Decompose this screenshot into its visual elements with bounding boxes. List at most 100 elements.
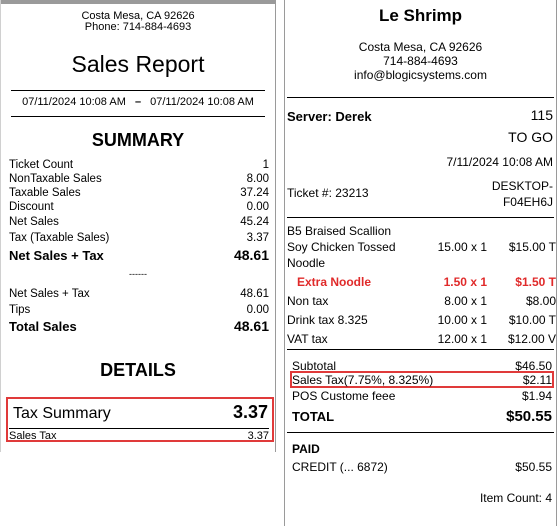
divider [11, 116, 265, 117]
item-qty: 8.00 x 1 [444, 294, 487, 308]
total-row: TOTAL $50.55 [292, 408, 552, 425]
order-type: TO GO [508, 129, 553, 145]
report-address: Costa Mesa, CA 92626 [81, 10, 195, 22]
row-value: 3.37 [246, 232, 269, 244]
item-name: B5 Braised Scallion [287, 224, 392, 238]
terminal-name: DESKTOP- F04EH6J [492, 178, 553, 210]
panel-top-border [1, 0, 275, 4]
sales-tax-row: Sales Tax 3.37 [9, 428, 269, 442]
report-title: Sales Report [71, 51, 205, 77]
row-label: CREDIT (... 6872) [292, 460, 388, 474]
divider [11, 90, 265, 91]
receipt-address: Costa Mesa, CA 92626 [358, 40, 483, 54]
date-separator: – [134, 96, 142, 108]
tax-summary-value: 3.37 [232, 402, 268, 422]
item-name: Non tax [287, 294, 329, 308]
sales-tax-label: Sales Tax [9, 430, 57, 442]
sales-report-panel: Costa Mesa, CA 92626 Phone: 714-884-4693… [0, 0, 276, 452]
tips-row: Tips 0.00 [9, 304, 269, 317]
report-phone: Phone: 714-884-4693 [84, 21, 192, 33]
ticket-id: Ticket #: 23213 [287, 186, 369, 200]
item-amount: $10.00 T [508, 313, 556, 327]
row-label: Tax (Taxable Sales) [9, 232, 110, 244]
item-name: VAT tax [287, 332, 328, 346]
row-label: TOTAL [292, 409, 335, 424]
date-from: 07/11/2024 10:08 AM [22, 96, 126, 108]
item-name: Extra Noodle [297, 275, 372, 289]
row-value: $2.11 [522, 373, 552, 387]
dash-separator: ------ [129, 269, 147, 279]
row-label: NonTaxable Sales [9, 173, 102, 185]
row-value: 48.61 [240, 288, 269, 300]
total-sales-row: Total Sales 48.61 [9, 318, 269, 334]
sales-tax-highlight [290, 371, 554, 388]
item-name: Soy Chicken Tossed [287, 240, 396, 254]
item-amount: $15.00 T [508, 240, 556, 254]
item-name: Drink tax 8.325 [287, 313, 368, 327]
row-label: Ticket Count [9, 159, 74, 171]
row-label: Net Sales + Tax [9, 248, 104, 263]
paid-label: PAID [292, 442, 320, 456]
row-value: $50.55 [515, 460, 552, 474]
item-name: Noodle [287, 256, 326, 270]
row-value: 0.00 [246, 201, 269, 213]
receipt-email: info@blogicsystems.com [354, 68, 487, 82]
terminal-line: F04EH6J [502, 195, 553, 209]
row-label: Sales Tax(7.75%, 8.325%) [292, 373, 434, 387]
item-qty: 15.00 x 1 [437, 240, 487, 254]
row-label: Taxable Sales [9, 187, 81, 199]
tax-summary-row: Tax Summary 3.37 [13, 402, 268, 423]
row-value: $1.94 [521, 389, 552, 403]
ticket-number: 115 [530, 107, 553, 123]
row-label: Discount [9, 201, 54, 213]
item-qty: 1.50 x 1 [443, 275, 487, 289]
divider [287, 217, 554, 218]
item-qty: 10.00 x 1 [437, 313, 487, 327]
summary-row: Ticket Count 1 [9, 159, 269, 172]
row-value: 48.61 [233, 318, 269, 334]
terminal-line: DESKTOP- [491, 179, 553, 193]
item-amount: $12.00 V [507, 332, 556, 346]
row-value: $46.50 [515, 359, 552, 373]
net-sales-tax-row: Net Sales + Tax 48.61 [9, 247, 269, 263]
summary-row: NonTaxable Sales 8.00 [9, 173, 269, 186]
item-amount: $1.50 T [515, 275, 556, 289]
summary-row: Taxable Sales 37.24 [9, 187, 269, 200]
details-title: DETAILS [100, 360, 176, 380]
subtotal-row: Subtotal $46.50 [292, 359, 552, 373]
row-label: Tips [9, 304, 31, 316]
net-sales-tax-row-2: Net Sales + Tax 48.61 [9, 288, 269, 301]
row-label: POS Custome feee [292, 389, 396, 403]
row-value: 37.24 [240, 187, 269, 199]
date-to: 07/11/2024 10:08 AM [150, 96, 254, 108]
row-value: 48.61 [233, 247, 269, 263]
item-qty: 12.00 x 1 [437, 332, 487, 346]
tax-summary-highlight: Tax Summary 3.37 Sales Tax 3.37 [6, 397, 274, 442]
store-name: Le Shrimp [378, 6, 463, 25]
row-label: Subtotal [292, 359, 337, 373]
row-label: Total Sales [9, 319, 77, 334]
divider [287, 97, 554, 98]
item-count: Item Count: 4 [479, 491, 552, 505]
receipt-datetime: 7/11/2024 10:08 AM [446, 155, 553, 169]
item-amount: $8.00 [525, 294, 556, 308]
row-value: 0.00 [246, 304, 269, 316]
summary-row: Net Sales 45.24 [9, 216, 269, 229]
row-value: 45.24 [240, 216, 269, 228]
credit-row: CREDIT (... 6872) $50.55 [292, 460, 552, 474]
receipt-phone: 714-884-4693 [383, 54, 458, 68]
row-value: $50.55 [506, 408, 552, 425]
summary-row: Tax (Taxable Sales) 3.37 [9, 232, 269, 245]
pos-fee-row: POS Custome feee $1.94 [292, 389, 552, 403]
date-range: 07/11/2024 10:08 AM – 07/11/2024 10:08 A… [1, 96, 275, 108]
summary-title: SUMMARY [91, 130, 185, 150]
row-label: Net Sales [9, 216, 59, 228]
divider [287, 349, 554, 350]
receipt-panel: Le Shrimp Costa Mesa, CA 92626 714-884-4… [284, 0, 557, 526]
sales-tax-value: 3.37 [247, 430, 269, 442]
sales-tax-row: Sales Tax(7.75%, 8.325%) $2.11 [292, 373, 552, 387]
summary-row: Discount 0.00 [9, 201, 269, 214]
server-name: Server: Derek [287, 109, 372, 124]
divider [287, 432, 554, 433]
row-value: 1 [262, 159, 269, 171]
